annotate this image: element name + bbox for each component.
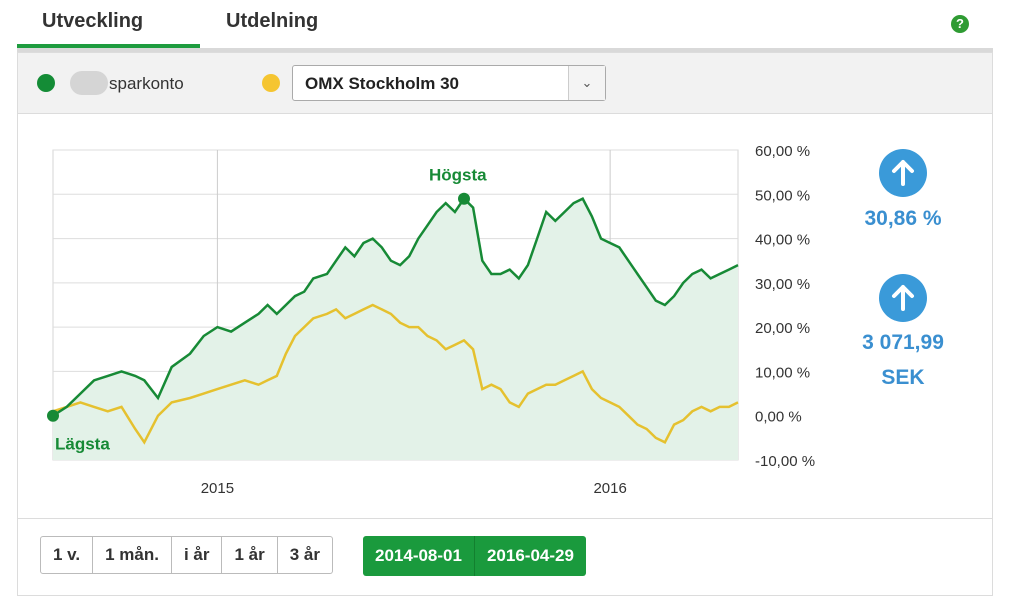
date-to-button[interactable]: 2016-04-29	[474, 536, 586, 576]
range-ytd-button[interactable]: i år	[171, 536, 223, 574]
range-1-month-button[interactable]: 1 mån.	[93, 536, 172, 574]
y-tick-label: -10,00 %	[755, 453, 815, 470]
range-3-year-button[interactable]: 3 år	[277, 536, 333, 574]
tab-bar: Utveckling Utdelning	[17, 0, 993, 52]
low-label: Lägsta	[55, 435, 110, 454]
account-series-line	[52, 196, 739, 417]
date-from-button[interactable]: 2014-08-01	[363, 536, 475, 576]
help-icon[interactable]: ?	[951, 15, 969, 33]
x-axis-ticks: 2015 2016	[201, 480, 627, 497]
date-range: 2014-08-01 2016-04-29	[363, 536, 586, 576]
range-buttons: 1 v. 1 mån. i år 1 år 3 år	[40, 536, 333, 574]
range-1-year-button[interactable]: 1 år	[222, 536, 278, 574]
index-series-line	[52, 303, 739, 445]
index-select[interactable]: OMX Stockholm 30 ⌄	[292, 65, 606, 101]
active-tab-indicator	[17, 44, 200, 48]
amount-change: 3 071,99	[862, 331, 944, 354]
chart-panel: sparkonto OMX Stockholm 30 ⌄ Högsta Lägs…	[17, 52, 993, 596]
account-color-dot	[37, 74, 55, 92]
chevron-down-icon[interactable]: ⌄	[568, 66, 605, 100]
index-select-value: OMX Stockholm 30	[305, 74, 459, 93]
performance-chart: Högsta Lägsta 60,00 % 50,00 % 40,00 % 30,00…	[47, 143, 815, 497]
low-point-marker	[47, 409, 59, 422]
y-tick-label: 60,00 %	[755, 143, 810, 160]
amount-change-currency: SEK	[881, 366, 925, 389]
y-axis-ticks: 60,00 % 50,00 % 40,00 % 30,00 % 20,00 % 10,00…	[755, 143, 815, 470]
high-label: Högsta	[429, 166, 487, 185]
high-point-marker	[458, 192, 470, 205]
arrow-up-icon	[879, 274, 927, 322]
tab-utveckling[interactable]: Utveckling	[42, 10, 144, 32]
account-series-fill	[53, 198, 738, 460]
y-tick-label: 30,00 %	[755, 276, 810, 293]
y-tick-label: 10,00 %	[755, 364, 810, 381]
x-tick-label: 2015	[201, 480, 234, 497]
percent-change: 30,86 %	[864, 207, 942, 230]
range-1-week-button[interactable]: 1 v.	[40, 536, 94, 574]
range-bar: 1 v. 1 mån. i år 1 år 3 år 2014-08-01 20…	[18, 518, 992, 596]
account-label: sparkonto	[109, 74, 184, 93]
y-tick-label: 20,00 %	[755, 320, 810, 337]
y-tick-label: 50,00 %	[755, 187, 810, 204]
redacted-account-name	[70, 71, 108, 95]
y-tick-label: 0,00 %	[755, 409, 802, 426]
legend-bar: sparkonto OMX Stockholm 30 ⌄	[18, 53, 992, 114]
index-color-dot	[262, 74, 280, 92]
y-tick-label: 40,00 %	[755, 232, 810, 249]
x-tick-label: 2016	[593, 480, 626, 497]
tab-utdelning[interactable]: Utdelning	[226, 10, 319, 32]
arrow-up-icon	[879, 149, 927, 197]
